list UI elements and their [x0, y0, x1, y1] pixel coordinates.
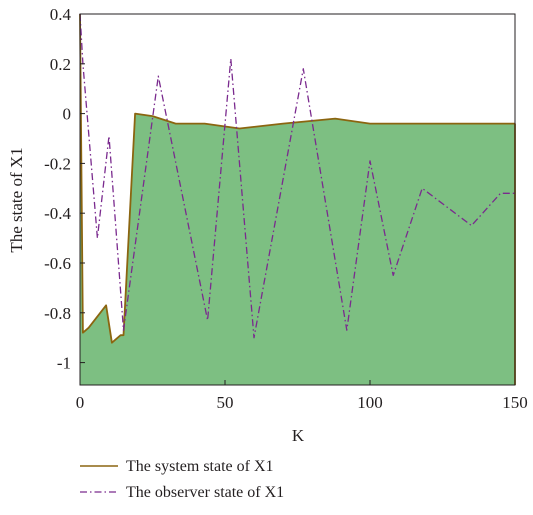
tick-marks-layer — [79, 13, 516, 385]
y-tick-label: -1 — [57, 354, 71, 373]
y-tick-label: -0.6 — [44, 254, 71, 273]
y-tick-label: -0.4 — [44, 204, 71, 223]
y-tick-label: 0 — [63, 105, 72, 124]
x-axis-label: K — [292, 426, 305, 445]
legend-system-label: The system state of X1 — [126, 458, 274, 475]
x-tick-label: 0 — [76, 393, 85, 412]
observer-state-line — [79, 13, 515, 339]
y-tick-label: 0.2 — [50, 55, 71, 74]
y-tick-label: -0.8 — [44, 304, 71, 323]
x-tick-label: 50 — [217, 393, 234, 412]
system-state-area — [80, 14, 515, 385]
x-tick-label: 100 — [357, 393, 383, 412]
x-tick-label: 150 — [502, 393, 528, 412]
system-state-line — [79, 13, 515, 344]
legend: The system state of X1 The observer stat… — [80, 458, 284, 501]
y-tick-label: 0.4 — [50, 5, 72, 24]
plot-frame — [79, 13, 516, 386]
y-tick-label: -0.2 — [44, 154, 71, 173]
legend-observer-label: The observer state of X1 — [126, 484, 284, 501]
system-state-area-layer — [80, 14, 515, 385]
y-axis-label: The state of X1 — [7, 147, 26, 252]
